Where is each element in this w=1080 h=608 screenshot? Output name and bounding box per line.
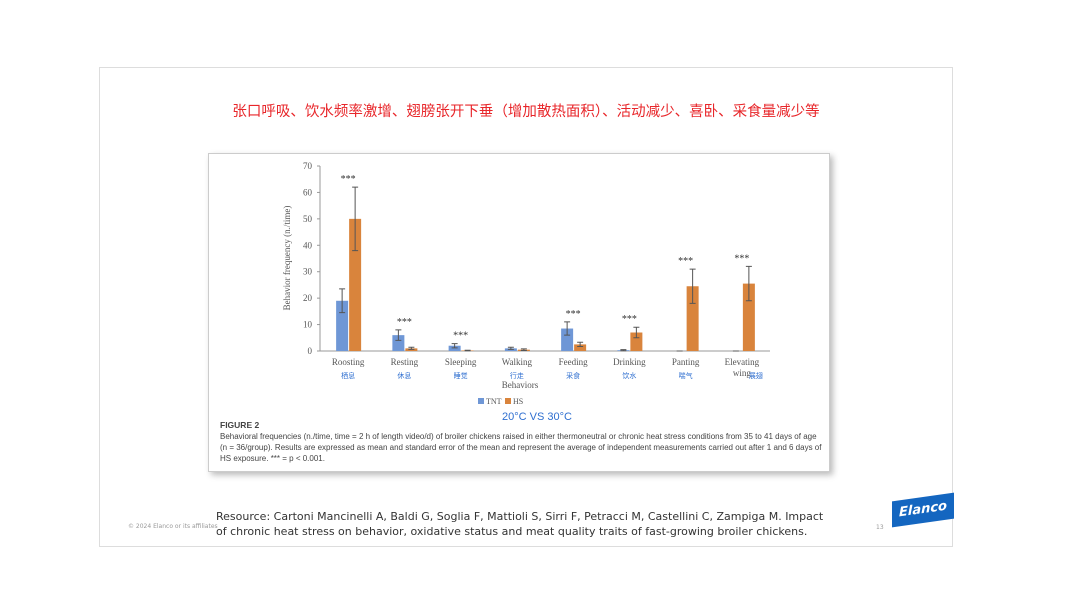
legend-swatch xyxy=(505,398,511,404)
significance: *** xyxy=(341,174,356,185)
error-bar xyxy=(620,349,627,352)
caption: FIGURE 2 Behavioral frequencies (n./time,… xyxy=(220,420,825,464)
slide-title: 张口呼吸、饮水频率激增、翅膀张开下垂（增加散热面积）、活动减少、喜卧、采食量减少… xyxy=(232,104,820,120)
annotation: 20°C VS 30°C xyxy=(502,411,572,423)
legend-label: HS xyxy=(513,397,523,406)
figure xyxy=(208,153,830,472)
bar xyxy=(686,286,699,351)
error-bar xyxy=(520,348,527,351)
y-tick-label: 30 xyxy=(303,267,313,277)
error-bar xyxy=(745,265,752,302)
error-bar xyxy=(633,326,640,339)
bar xyxy=(630,332,643,351)
x-tick-label: Walking xyxy=(502,357,533,367)
x-tick-label: Sleeping xyxy=(445,357,477,367)
bar xyxy=(561,328,574,351)
x-tick-label: Feeding xyxy=(559,357,588,367)
caption-text: Behavioral frequencies (n./time, time = … xyxy=(220,432,822,463)
x-axis-label: Behaviors xyxy=(502,380,539,390)
error-bar xyxy=(352,186,359,252)
y-tick-label: 0 xyxy=(308,346,313,356)
bar xyxy=(574,344,587,351)
page-number: 13 xyxy=(876,524,884,531)
caption-title: FIGURE 2 xyxy=(220,420,260,430)
y-tick-label: 10 xyxy=(303,320,313,330)
slide xyxy=(99,67,953,547)
error-bar xyxy=(507,346,514,350)
legend-swatch xyxy=(478,398,484,404)
x-tick-label: Drinking xyxy=(613,357,646,367)
error-bar xyxy=(395,329,402,341)
bar xyxy=(336,300,349,351)
y-tick-label: 40 xyxy=(303,240,313,250)
x-tick-translation: 栖息 xyxy=(341,371,355,380)
x-tick-translation: 行走 xyxy=(510,371,524,380)
x-tick-translation: 休息 xyxy=(397,371,411,380)
y-tick-label: 50 xyxy=(303,214,313,224)
x-tick-translation: 喘气 xyxy=(679,371,693,380)
x-tick-label: Roosting xyxy=(332,357,365,367)
significance: *** xyxy=(397,317,412,328)
x-tick-label: Elevating wing xyxy=(725,357,760,378)
resource: Resource: Cartoni Mancinelli A, Baldi G,… xyxy=(216,510,824,538)
error-bar xyxy=(577,341,584,348)
error-bar xyxy=(451,343,458,349)
significance: *** xyxy=(453,331,468,342)
significance: *** xyxy=(678,256,693,267)
copyright: © 2024 Elanco or its affiliates xyxy=(128,523,218,530)
x-tick-label: Panting xyxy=(672,357,700,367)
x-tick-label: Resting xyxy=(391,357,419,367)
bar xyxy=(349,218,362,351)
bar xyxy=(392,335,405,351)
error-bar xyxy=(408,346,415,350)
legend-label: TNT xyxy=(486,397,502,406)
error-bar xyxy=(564,321,571,336)
y-tick-label: 70 xyxy=(303,161,313,171)
error-bar xyxy=(339,288,346,314)
error-bar xyxy=(689,268,696,304)
x-tick-translation: 饮水 xyxy=(622,371,636,380)
significance: *** xyxy=(566,309,581,320)
y-axis-label: Behavior frequency (n./time) xyxy=(282,206,292,311)
error-bar xyxy=(464,349,471,352)
significance: *** xyxy=(734,253,749,264)
x-tick-translation: 采食 xyxy=(566,371,580,380)
y-tick-label: 60 xyxy=(303,187,313,197)
y-tick-label: 20 xyxy=(303,293,313,303)
x-tick-translation: 展翅 xyxy=(749,371,763,380)
significance: *** xyxy=(622,314,637,325)
x-tick-translation: 睡觉 xyxy=(454,371,468,380)
bar xyxy=(448,345,461,351)
